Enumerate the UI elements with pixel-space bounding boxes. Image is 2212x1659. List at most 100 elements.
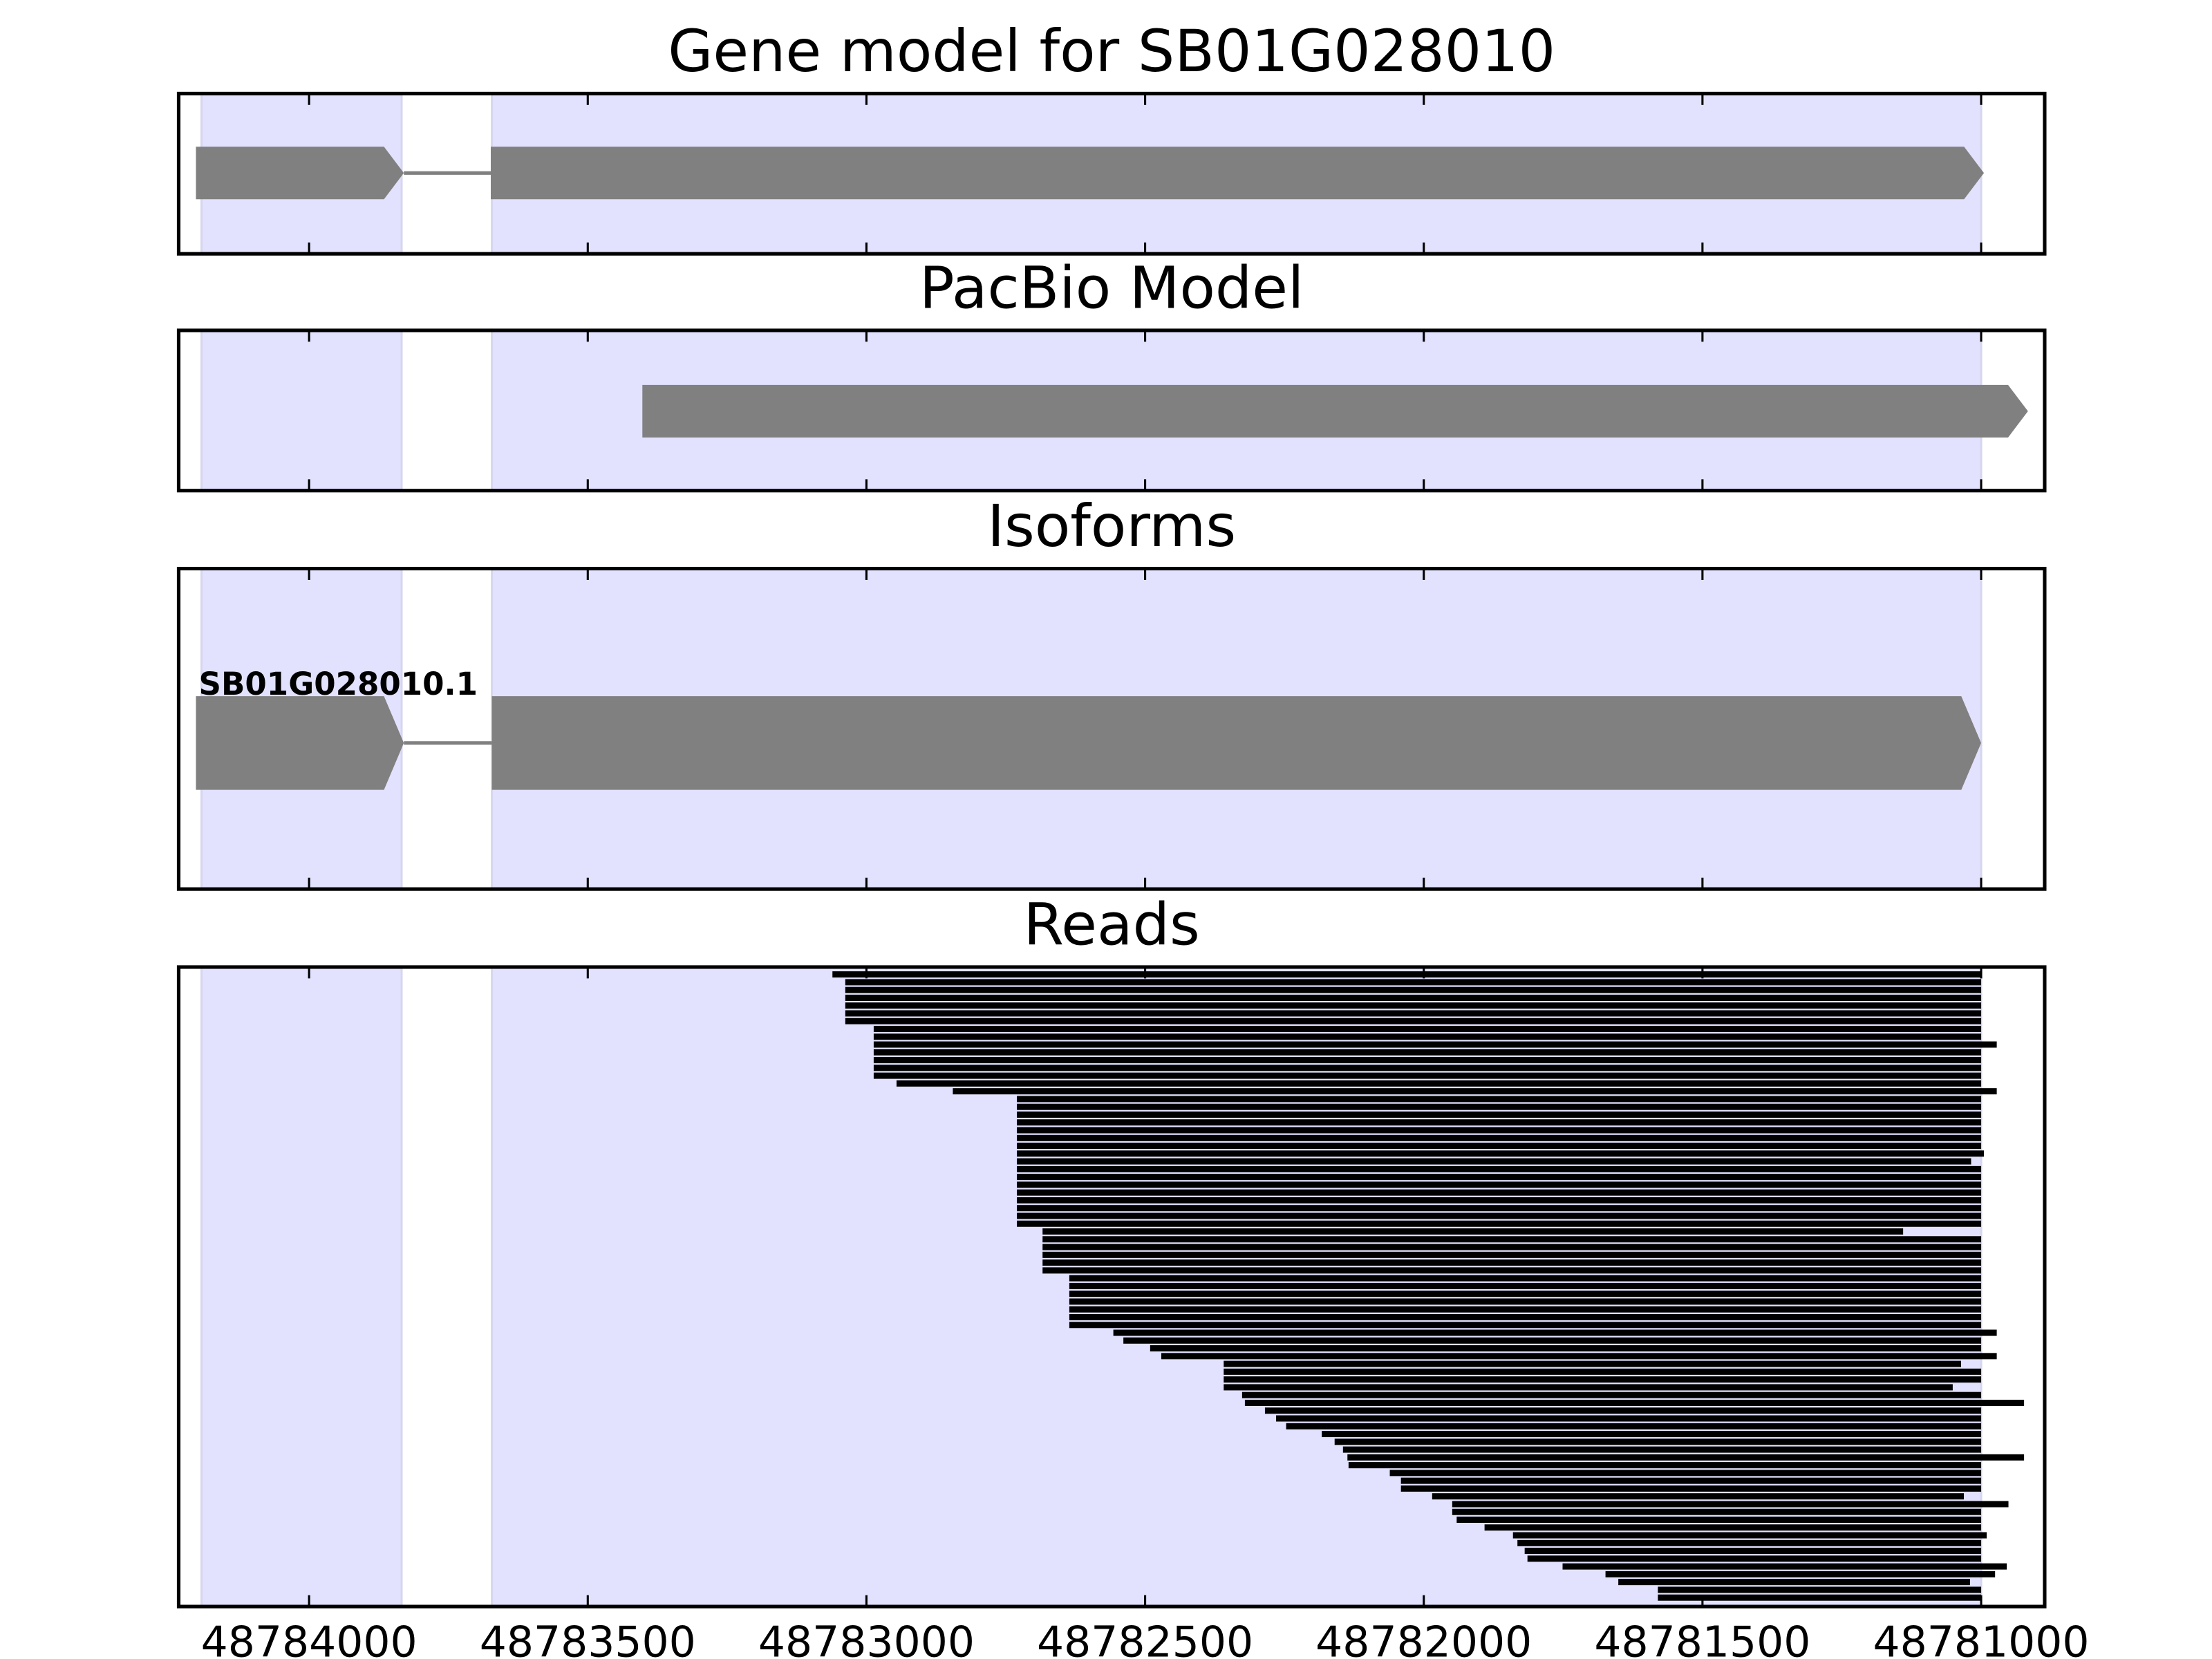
- read: [1241, 1391, 1982, 1398]
- read: [1017, 1150, 1985, 1157]
- read: [1017, 1220, 1982, 1227]
- exon: [642, 384, 2028, 438]
- read: [1527, 1555, 1982, 1562]
- x-tick-label: 48783500: [480, 1618, 696, 1659]
- read: [1017, 1096, 1982, 1103]
- isoform-label: SB01G028010.1: [199, 666, 478, 702]
- read: [1017, 1127, 1982, 1134]
- read: [896, 1080, 1982, 1087]
- read: [1389, 1470, 1982, 1477]
- read: [1244, 1399, 2025, 1406]
- exon: [490, 147, 1985, 200]
- read: [1224, 1368, 1982, 1375]
- read: [1658, 1594, 1982, 1601]
- read: [1658, 1586, 1982, 1593]
- read: [845, 1018, 1982, 1024]
- read: [1562, 1563, 2007, 1570]
- read: [845, 994, 1982, 1001]
- read: [1042, 1244, 1982, 1250]
- read: [1017, 1212, 1982, 1219]
- read: [1512, 1532, 1987, 1539]
- read: [1017, 1197, 1982, 1203]
- read: [1017, 1174, 1982, 1181]
- read: [1017, 1143, 1982, 1150]
- x-tick-label: 48781000: [1873, 1618, 2089, 1659]
- read: [1456, 1516, 1982, 1524]
- panel-title: PacBio Model: [919, 254, 1304, 322]
- panel-title: Isoforms: [987, 492, 1236, 560]
- read: [1017, 1158, 1971, 1165]
- read: [1069, 1275, 1982, 1282]
- read: [1452, 1501, 2009, 1508]
- read: [1017, 1165, 1982, 1172]
- read: [873, 1065, 1982, 1071]
- read: [1400, 1477, 1982, 1484]
- read: [1069, 1282, 1982, 1289]
- read: [1069, 1298, 1982, 1305]
- read: [845, 1002, 1982, 1009]
- read: [1452, 1508, 1982, 1515]
- read: [1069, 1322, 1982, 1329]
- read: [1348, 1462, 1982, 1469]
- x-tick-label: 48783000: [758, 1618, 975, 1659]
- read: [1069, 1306, 1982, 1313]
- highlight-region: [200, 966, 403, 1608]
- read: [1224, 1376, 1982, 1383]
- panel-title: Reads: [1024, 891, 1200, 959]
- x-tick-label: 48781500: [1594, 1618, 1810, 1659]
- read: [873, 1072, 1982, 1079]
- exon: [196, 696, 404, 790]
- read: [1432, 1493, 1965, 1500]
- read: [1150, 1345, 1982, 1352]
- read: [1224, 1360, 1962, 1367]
- read: [1524, 1548, 1982, 1555]
- read: [1342, 1446, 1982, 1453]
- read: [1069, 1291, 1982, 1297]
- read: [1042, 1259, 1982, 1266]
- read: [832, 971, 1982, 978]
- read: [1286, 1423, 1982, 1430]
- read: [873, 1049, 1982, 1056]
- exon: [491, 696, 1982, 790]
- read: [1161, 1353, 1997, 1360]
- panel-frame: [176, 91, 2047, 256]
- read: [1276, 1415, 1982, 1422]
- read: [845, 1010, 1982, 1017]
- read: [1123, 1337, 1982, 1344]
- read: [1017, 1189, 1982, 1196]
- exon: [196, 147, 404, 200]
- x-tick-label: 48782000: [1315, 1618, 1532, 1659]
- read: [1605, 1571, 1996, 1577]
- read: [873, 1033, 1982, 1040]
- read: [1347, 1454, 2025, 1461]
- read: [1042, 1236, 1982, 1243]
- read: [1113, 1329, 1997, 1336]
- read: [1042, 1228, 1904, 1235]
- read: [1484, 1524, 1982, 1531]
- read: [1224, 1384, 1953, 1391]
- read: [1017, 1119, 1982, 1126]
- read: [873, 1057, 1982, 1064]
- read: [873, 1026, 1982, 1033]
- read: [1017, 1205, 1982, 1212]
- x-tick-label: 48782500: [1037, 1618, 1253, 1659]
- read: [1618, 1579, 1970, 1586]
- read: [1017, 1111, 1982, 1118]
- highlight-region: [200, 329, 403, 492]
- read: [1264, 1407, 1982, 1414]
- panel-frame: [176, 328, 2047, 493]
- panel-frame: [176, 965, 2047, 1609]
- read: [1017, 1181, 1982, 1188]
- read: [845, 979, 1982, 986]
- read: [1400, 1485, 1982, 1492]
- read: [1017, 1134, 1982, 1141]
- read: [1334, 1438, 1982, 1445]
- read: [1069, 1313, 1982, 1320]
- read: [845, 986, 1982, 993]
- read: [1322, 1431, 1982, 1438]
- panel-title: Gene model for SB01G028010: [668, 17, 1555, 85]
- read: [953, 1088, 1997, 1095]
- panel-frame: [176, 567, 2047, 891]
